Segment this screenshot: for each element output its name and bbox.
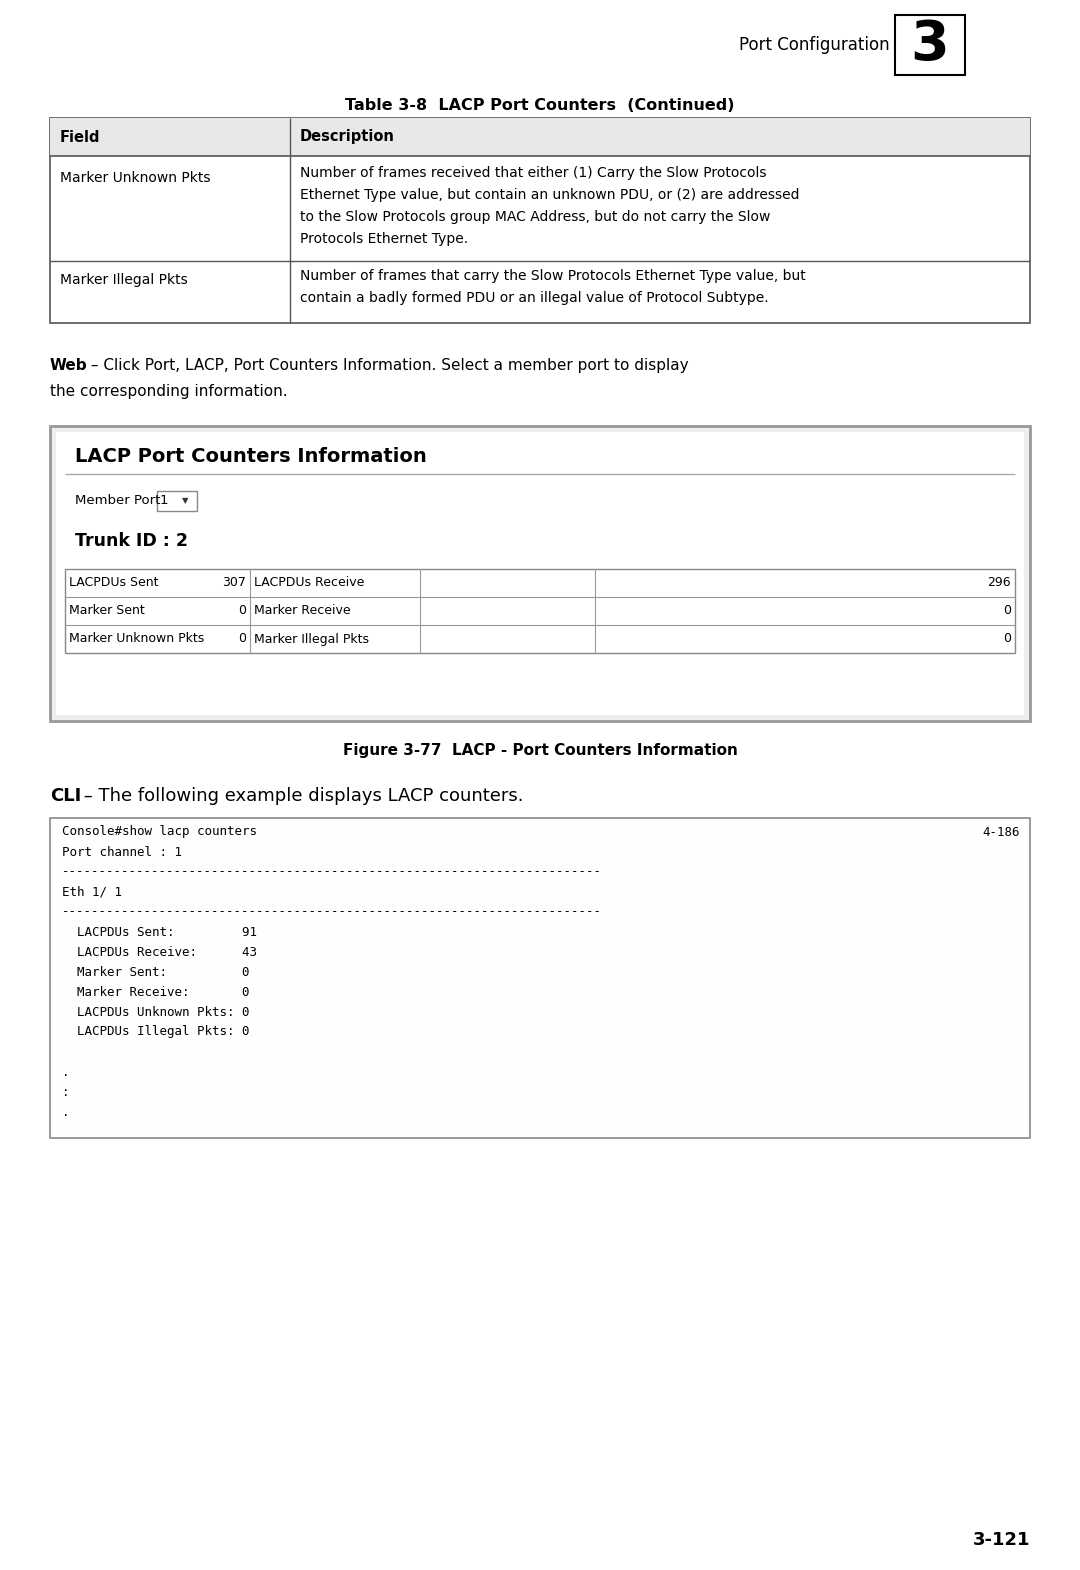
Text: the corresponding information.: the corresponding information. <box>50 385 287 399</box>
Text: Port Configuration: Port Configuration <box>740 36 890 53</box>
Bar <box>65 568 1015 653</box>
Text: ------------------------------------------------------------------------: ----------------------------------------… <box>62 906 602 918</box>
Text: Marker Receive:       0: Marker Receive: 0 <box>62 986 249 999</box>
Bar <box>50 118 1030 155</box>
Text: Description: Description <box>300 129 395 144</box>
Text: Eth 1/ 1: Eth 1/ 1 <box>62 885 122 898</box>
Text: Marker Illegal Pkts: Marker Illegal Pkts <box>254 633 369 645</box>
Text: 0: 0 <box>1003 633 1011 645</box>
Text: LACPDUs Illegal Pkts: 0: LACPDUs Illegal Pkts: 0 <box>62 1025 249 1038</box>
Text: – The following example displays LACP counters.: – The following example displays LACP co… <box>78 787 524 805</box>
Text: Number of frames that carry the Slow Protocols Ethernet Type value, but: Number of frames that carry the Slow Pro… <box>300 268 806 283</box>
Text: Marker Receive: Marker Receive <box>254 604 351 617</box>
Text: ▼: ▼ <box>183 496 189 506</box>
Text: Web: Web <box>50 358 87 374</box>
Text: ------------------------------------------------------------------------: ----------------------------------------… <box>62 865 602 879</box>
Text: Number of frames received that either (1) Carry the Slow Protocols: Number of frames received that either (1… <box>300 166 767 181</box>
Bar <box>50 118 1030 323</box>
Text: 0: 0 <box>238 604 246 617</box>
Text: – Click Port, LACP, Port Counters Information. Select a member port to display: – Click Port, LACP, Port Counters Inform… <box>86 358 689 374</box>
Text: Marker Unknown Pkts: Marker Unknown Pkts <box>69 633 204 645</box>
Text: 0: 0 <box>238 633 246 645</box>
Text: LACPDUs Sent: LACPDUs Sent <box>69 576 159 589</box>
Text: LACPDUs Receive: LACPDUs Receive <box>254 576 364 589</box>
Text: Member Port: Member Port <box>75 495 160 507</box>
Text: Ethernet Type value, but contain an unknown PDU, or (2) are addressed: Ethernet Type value, but contain an unkn… <box>300 188 799 203</box>
Text: Figure 3-77  LACP - Port Counters Information: Figure 3-77 LACP - Port Counters Informa… <box>342 744 738 758</box>
Text: Marker Unknown Pkts: Marker Unknown Pkts <box>60 171 211 185</box>
Text: LACP Port Counters Information: LACP Port Counters Information <box>75 446 427 465</box>
Text: 4-186: 4-186 <box>983 826 1020 838</box>
Bar <box>50 818 1030 1138</box>
Text: LACPDUs Unknown Pkts: 0: LACPDUs Unknown Pkts: 0 <box>62 1005 249 1019</box>
Text: .: . <box>62 1066 69 1079</box>
Bar <box>895 16 966 75</box>
Text: Marker Sent: Marker Sent <box>69 604 145 617</box>
Text: LACPDUs Sent:         91: LACPDUs Sent: 91 <box>62 925 257 939</box>
Text: LACPDUs Receive:      43: LACPDUs Receive: 43 <box>62 945 257 959</box>
Text: Marker Sent:          0: Marker Sent: 0 <box>62 966 249 978</box>
Bar <box>56 432 1024 714</box>
Text: 296: 296 <box>987 576 1011 589</box>
Text: .: . <box>62 1105 69 1118</box>
Text: contain a badly formed PDU or an illegal value of Protocol Subtype.: contain a badly formed PDU or an illegal… <box>300 290 769 305</box>
Bar <box>50 425 1030 721</box>
Text: 3-121: 3-121 <box>972 1531 1030 1550</box>
Text: 3: 3 <box>910 17 949 72</box>
Bar <box>157 491 197 510</box>
Text: 307: 307 <box>222 576 246 589</box>
Text: Marker Illegal Pkts: Marker Illegal Pkts <box>60 273 188 287</box>
Text: Field: Field <box>60 129 100 144</box>
Text: Port channel : 1: Port channel : 1 <box>62 846 183 859</box>
Text: Trunk ID : 2: Trunk ID : 2 <box>75 532 188 550</box>
Text: CLI: CLI <box>50 787 81 805</box>
Text: Protocols Ethernet Type.: Protocols Ethernet Type. <box>300 232 468 246</box>
Text: :: : <box>62 1085 69 1099</box>
Text: Console#show lacp counters: Console#show lacp counters <box>62 826 257 838</box>
Text: Table 3-8  LACP Port Counters  (Continued): Table 3-8 LACP Port Counters (Continued) <box>346 97 734 113</box>
Text: 0: 0 <box>1003 604 1011 617</box>
Text: to the Slow Protocols group MAC Address, but do not carry the Slow: to the Slow Protocols group MAC Address,… <box>300 210 770 225</box>
Text: 1: 1 <box>160 495 168 507</box>
